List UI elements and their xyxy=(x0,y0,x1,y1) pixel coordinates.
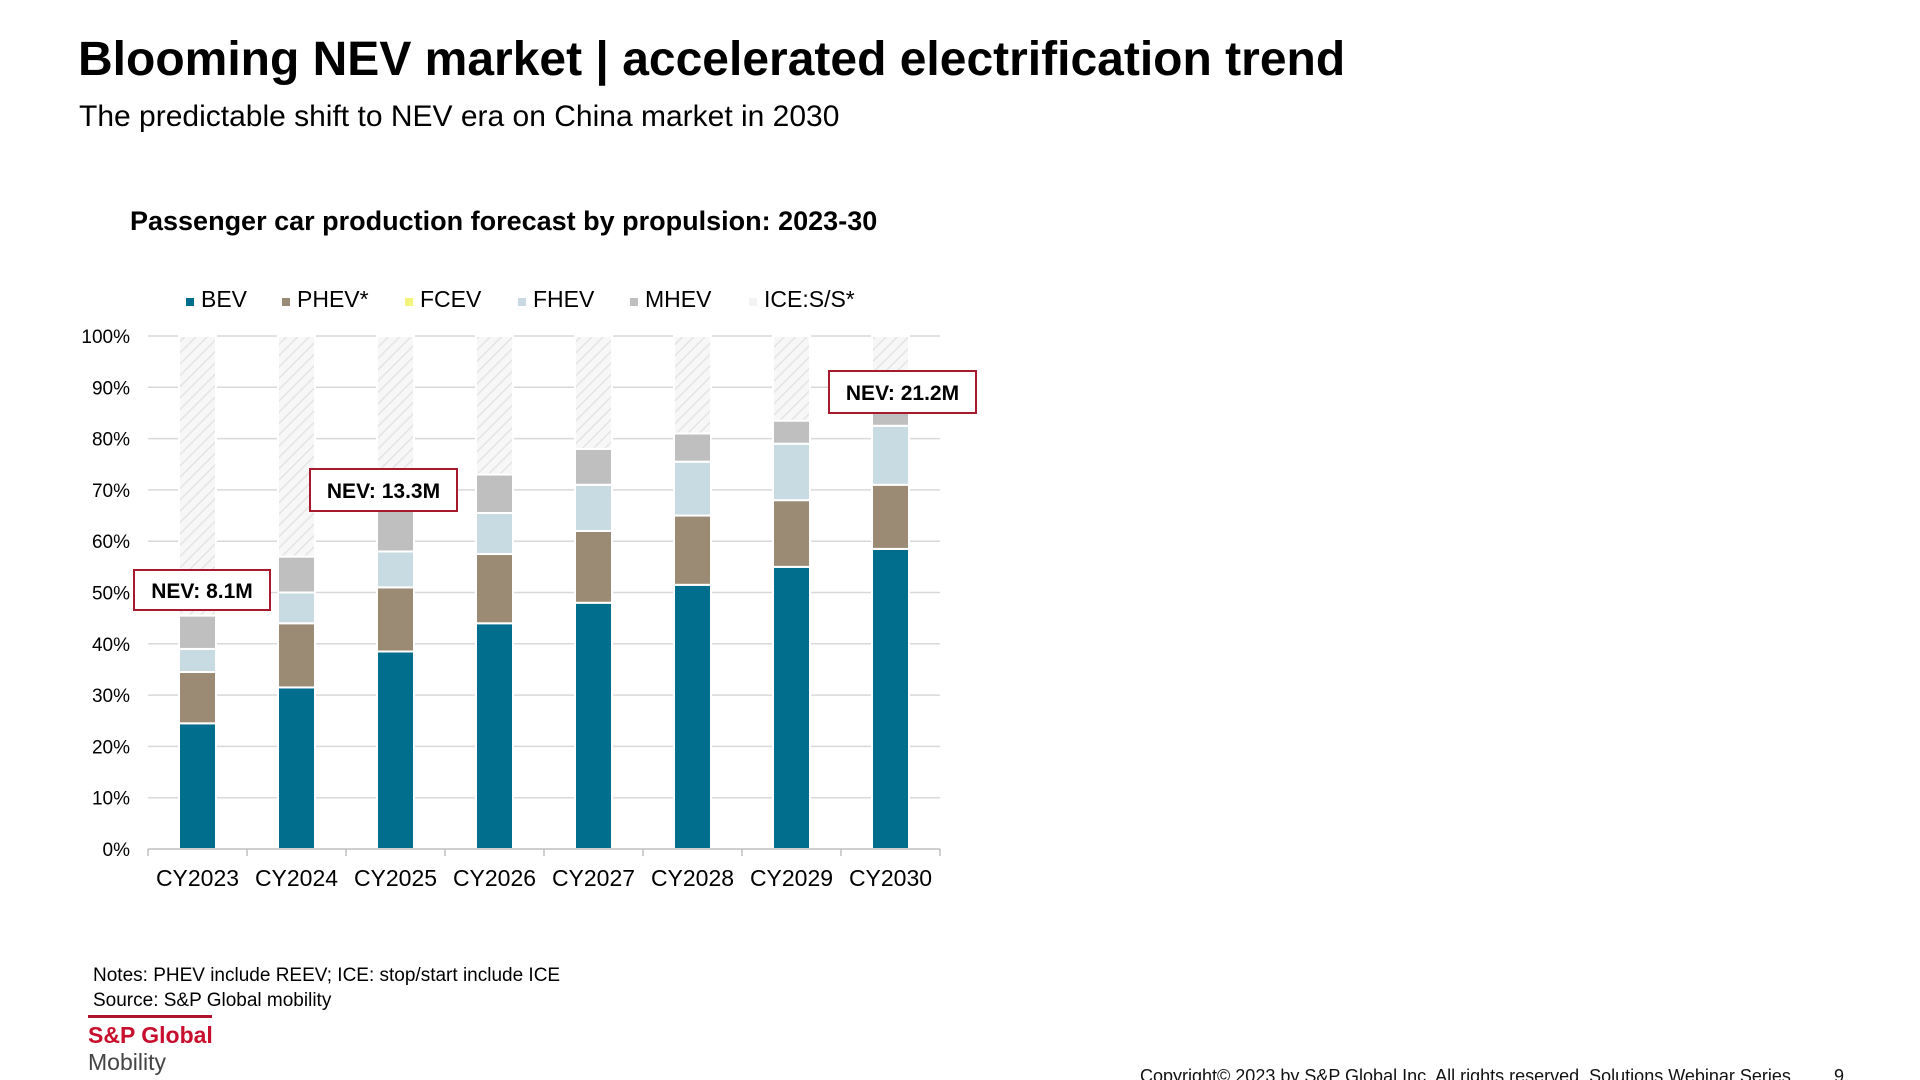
bar-segment-phev xyxy=(376,586,415,653)
bar-segment-mhev xyxy=(871,411,910,427)
bar-segment-bev xyxy=(871,547,910,851)
bar-segment-mhev xyxy=(772,419,811,445)
x-tick-label: CY2023 xyxy=(156,865,239,891)
bar-segment-fhev xyxy=(871,424,910,486)
x-tick-label: CY2026 xyxy=(453,865,536,891)
y-tick-label: 0% xyxy=(103,840,131,861)
bar-segment-phev xyxy=(277,622,316,689)
chart-title: Passenger car production forecast by pro… xyxy=(130,206,878,236)
legend-label: BEV xyxy=(201,286,248,312)
bar-segment-phev xyxy=(673,514,712,586)
legend-label: FHEV xyxy=(533,286,595,312)
bar-segment-phev xyxy=(178,671,217,725)
bar-segment-mhev xyxy=(277,555,316,594)
bar-segment-bev xyxy=(475,622,514,851)
logo-bar xyxy=(88,1015,212,1018)
chart-notes: Notes: PHEV include REEV; ICE: stop/star… xyxy=(93,963,560,1013)
bar-segment-bev xyxy=(277,686,316,851)
logo-main-text: S&P Global xyxy=(88,1022,213,1048)
y-tick-label: 90% xyxy=(92,378,130,399)
bar-segment-bev xyxy=(673,583,712,850)
nev-annotation-box xyxy=(133,569,271,611)
bar-segment-bev xyxy=(772,565,811,850)
y-tick-label: 10% xyxy=(92,789,130,810)
logo-sub-text: Mobility xyxy=(88,1049,166,1075)
bar-segment-fhev xyxy=(475,511,514,556)
y-tick-label: 100% xyxy=(81,327,130,348)
legend-label: ICE:S/S* xyxy=(764,286,855,312)
y-tick-label: 30% xyxy=(92,686,130,707)
x-tick-label: CY2025 xyxy=(354,865,437,891)
bar-segment-fhev xyxy=(376,550,415,589)
bar-segment-bev xyxy=(178,722,217,850)
bar-segment-phev xyxy=(871,483,910,550)
legend-swatch xyxy=(518,298,526,306)
bar-segment-ice-s-s xyxy=(277,335,316,558)
nev-annotation-text: NEV: 21.2M xyxy=(846,382,959,405)
legend-label: PHEV* xyxy=(297,286,369,312)
bar-segment-phev xyxy=(475,553,514,625)
bar-segment-fhev xyxy=(574,483,613,532)
legend-label: MHEV xyxy=(645,286,712,312)
y-tick-label: 60% xyxy=(92,532,130,553)
nev-annotation-box xyxy=(309,468,458,512)
x-tick-label: CY2030 xyxy=(849,865,932,891)
bar-segment-phev xyxy=(772,499,811,568)
bar-segment-mhev xyxy=(178,614,217,650)
page-number: 9 xyxy=(1834,1066,1845,1080)
bar-segment-mhev xyxy=(475,473,514,514)
legend-swatch xyxy=(186,298,194,306)
x-tick-label: CY2029 xyxy=(750,865,833,891)
slide-title: Blooming NEV market | accelerated electr… xyxy=(78,33,1346,86)
bar-segment-bev xyxy=(574,601,613,851)
nev-annotation-text: NEV: 13.3M xyxy=(327,480,440,503)
legend-label: FCEV xyxy=(420,286,482,312)
legend-swatch xyxy=(405,298,413,306)
notes-text: Notes: PHEV include REEV; ICE: stop/star… xyxy=(93,965,561,986)
legend-swatch xyxy=(749,298,757,306)
legend-swatch xyxy=(630,298,638,306)
x-tick-label: CY2027 xyxy=(552,865,635,891)
bar-segment-mhev xyxy=(673,432,712,463)
bar-segment-ice-s-s xyxy=(178,335,217,617)
bar-segment-fhev xyxy=(178,647,217,674)
y-tick-label: 20% xyxy=(92,737,130,758)
bar-segment-ice-s-s xyxy=(574,335,613,450)
bar-segment-mhev xyxy=(376,509,415,553)
bar-segment-mhev xyxy=(574,447,613,486)
y-tick-label: 80% xyxy=(92,430,130,451)
sp-global-mobility-logo: S&P Global Mobility xyxy=(88,1015,218,1076)
legend-swatch xyxy=(282,298,290,306)
bar-segment-fhev xyxy=(772,442,811,502)
y-tick-label: 70% xyxy=(92,481,130,502)
x-tick-label: CY2028 xyxy=(651,865,734,891)
bar-segment-bev xyxy=(376,650,415,850)
y-tick-label: 40% xyxy=(92,635,130,656)
x-tick-label: CY2024 xyxy=(255,865,338,891)
bar-segment-ice-s-s xyxy=(475,335,514,476)
bar-segment-phev xyxy=(574,529,613,604)
bar-segment-ice-s-s xyxy=(673,335,712,435)
bar-segment-ice-s-s xyxy=(772,335,811,422)
source-text: Source: S&P Global mobility xyxy=(93,990,332,1011)
y-tick-label: 50% xyxy=(92,584,130,605)
slide-subtitle: The predictable shift to NEV era on Chin… xyxy=(79,100,840,133)
nev-annotation-text: NEV: 8.1M xyxy=(151,580,253,603)
nev-annotation-box xyxy=(828,370,977,414)
copyright-footer: Copyright© 2023 by S&P Global Inc. All r… xyxy=(1140,1066,1796,1080)
bar-segment-fhev xyxy=(277,591,316,625)
bar-segment-fhev xyxy=(673,460,712,517)
